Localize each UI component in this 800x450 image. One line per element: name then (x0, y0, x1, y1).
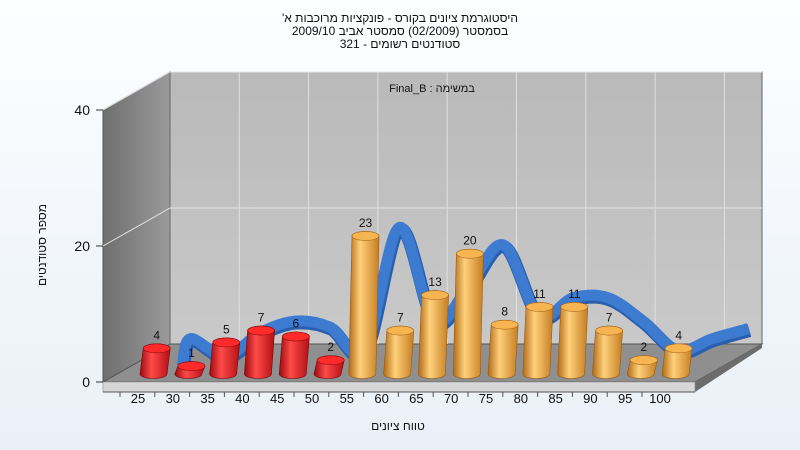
bar-100: 4 (661, 328, 693, 379)
bar-value-label: 11 (533, 287, 546, 301)
bar-40: 7 (244, 311, 275, 379)
x-tick-label: 60 (374, 391, 388, 406)
bar-top (177, 361, 206, 371)
bar-top (560, 302, 589, 312)
bar-top (282, 331, 310, 342)
bar-top (490, 319, 519, 330)
bar-35: 5 (209, 322, 241, 379)
bar-top (630, 355, 658, 365)
bar-value-label: 4 (675, 328, 682, 342)
x-tick-label: 70 (444, 391, 458, 406)
bar-top (595, 325, 623, 336)
x-tick-label: 40 (235, 391, 249, 406)
bar-body (418, 290, 449, 379)
bar-body (348, 231, 380, 379)
bar-65: 13 (418, 275, 449, 379)
bar-top (212, 337, 241, 348)
bar-55: 23 (348, 216, 380, 379)
bar-top (351, 231, 380, 241)
y-tick-label: 20 (74, 238, 90, 254)
bar-body (522, 302, 554, 379)
bar-value-label: 7 (397, 311, 404, 325)
bar-value-label: 1 (188, 346, 195, 360)
x-tick-label: 95 (618, 391, 632, 406)
bar-top (316, 355, 345, 365)
x-tick-label: 45 (270, 391, 284, 406)
bar-25: 4 (139, 328, 171, 379)
bar-value-label: 2 (641, 340, 648, 354)
annotation-label: במשימה : Final_B (389, 83, 475, 95)
bar-50: 2 (313, 340, 345, 379)
x-tick-label: 35 (200, 391, 214, 406)
x-tick-label: 90 (583, 391, 597, 406)
bar-value-label: 5 (223, 322, 230, 336)
bar-45: 6 (278, 317, 310, 379)
x-tick-label: 80 (514, 391, 528, 406)
x-axis: 25 30 35 40 45 50 55 60 65 70 75 80 85 90 95 100 (103, 391, 695, 406)
y-axis: 0 20 40 (74, 102, 103, 390)
bar-95: 2 (626, 340, 658, 379)
bar-value-label: 7 (258, 311, 265, 325)
bar-top (386, 325, 415, 336)
bar-value-label: 23 (359, 216, 373, 230)
x-tick-label: 65 (409, 391, 423, 406)
bar-value-label: 11 (568, 287, 581, 301)
x-tick-label: 100 (649, 391, 671, 406)
bar-90: 7 (592, 311, 623, 379)
bar-top (664, 343, 693, 354)
y-tick-label: 0 (82, 374, 90, 390)
x-tick-label: 85 (548, 391, 562, 406)
bar-85: 11 (557, 287, 589, 379)
bars: 4 1 5 7 6 2 23 7 13 20 8 11 11 7 2 4 (139, 216, 693, 379)
bar-30: 1 (174, 346, 206, 379)
bar-top (247, 325, 275, 336)
grid-line-diag (102, 71, 171, 111)
bar-top (456, 248, 484, 259)
bar-value-label: 8 (501, 305, 508, 319)
bar-value-label: 4 (153, 328, 160, 342)
x-tick-label: 30 (166, 391, 180, 406)
front-edge (102, 381, 696, 393)
bar-value-label: 7 (606, 311, 613, 325)
bar-value-label: 20 (463, 234, 477, 248)
x-tick-label: 50 (305, 391, 319, 406)
grid-line-diag (102, 207, 171, 247)
bar-75: 8 (487, 305, 519, 379)
y-axis-title: מספר סטודנטים (35, 204, 49, 286)
chart-title-line-3: סטודנטים רשומים - 321 (339, 37, 461, 51)
bar-60: 7 (383, 311, 415, 379)
bar-80: 11 (522, 287, 554, 379)
chart-title-line-2: בסמסטר (02/2009) סמסטר אביב 2009/10 (291, 24, 509, 38)
x-tick-label: 75 (479, 391, 493, 406)
bar-top (525, 302, 554, 312)
bar-top (421, 290, 449, 300)
y-tick-label: 40 (74, 102, 90, 118)
right-edge (695, 344, 762, 392)
chart-title-line-1: היסטוגרמת ציונים בקורס - פונקציות מרוכבו… (282, 11, 518, 25)
bar-body (557, 302, 589, 379)
bar-value-label: 2 (327, 340, 334, 354)
bar-value-label: 13 (428, 275, 442, 289)
bar-value-label: 6 (293, 317, 300, 331)
bar-body (452, 248, 484, 379)
x-axis-title: טווח ציונים (371, 419, 425, 433)
x-tick-label: 25 (131, 391, 145, 406)
bar-top (142, 343, 171, 354)
x-tick-label: 55 (340, 391, 354, 406)
bar-70: 20 (452, 234, 484, 379)
